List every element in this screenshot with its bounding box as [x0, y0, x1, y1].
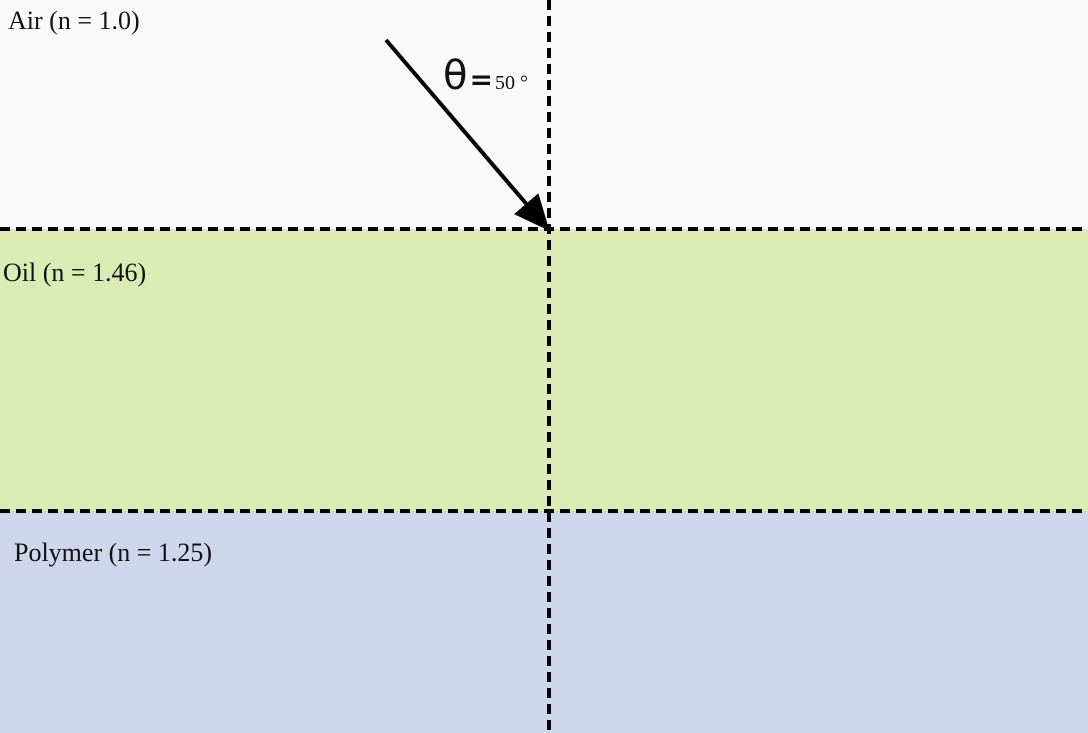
air-layer — [0, 0, 1088, 229]
incident-ray-arrow — [384, 38, 550, 232]
incident-angle-value: 50 ° — [494, 72, 528, 94]
theta-symbol: θ — [443, 53, 468, 99]
polymer-layer-label: Polymer (n = 1.25) — [14, 538, 213, 567]
oil-layer-label: Oil (n = 1.46) — [3, 258, 147, 287]
polymer-layer — [0, 511, 1088, 733]
equals-symbol: = — [469, 63, 493, 96]
air-layer-label: Air (n = 1.0) — [8, 6, 140, 35]
incident-angle-label: θ= 50 ° — [443, 56, 528, 96]
oil-layer — [0, 229, 1088, 511]
